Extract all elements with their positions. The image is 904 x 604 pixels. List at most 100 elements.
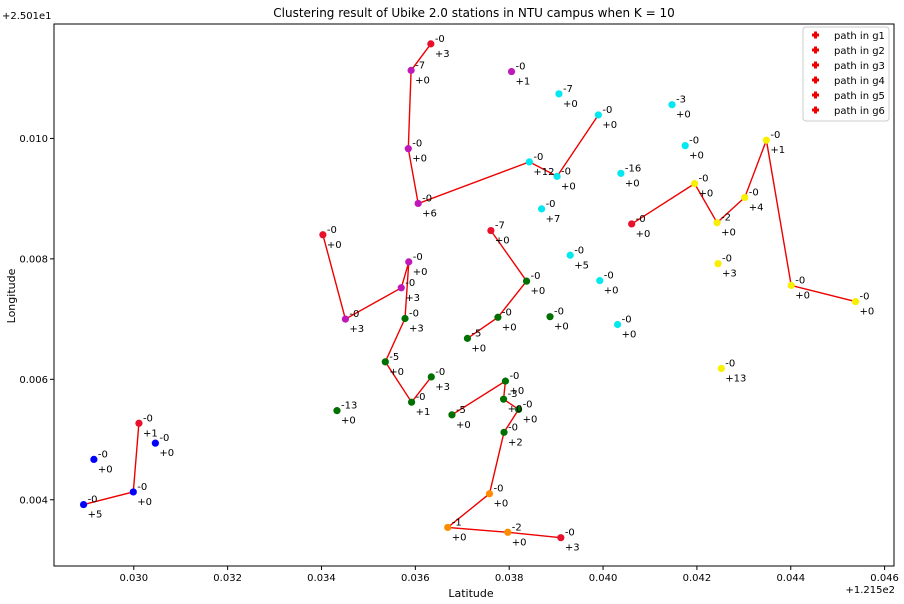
station-label-minus: -0: [327, 225, 337, 236]
station-label-plus: +3: [435, 382, 450, 393]
station-label-minus: -0: [546, 199, 556, 210]
station-label-minus: -1: [452, 517, 462, 528]
station-point: [499, 395, 508, 403]
station-label-plus: +0: [860, 307, 875, 318]
x-tick-label: 0.044: [776, 573, 805, 584]
station-point: [537, 205, 546, 213]
station-label-minus: -7: [495, 221, 505, 232]
station-label-plus: +1: [416, 407, 431, 418]
x-tick-label: 0.038: [495, 573, 524, 584]
station-label-minus: -0: [770, 130, 780, 141]
station-label-plus: +0: [502, 322, 517, 333]
legend-marker-v: [814, 46, 817, 54]
station-label-minus: -0: [409, 308, 419, 319]
station-label-plus: +0: [159, 448, 174, 459]
station-label-minus: -0: [143, 413, 153, 424]
station-point: [463, 334, 472, 342]
station-label-minus: -0: [636, 214, 646, 225]
station-point: [407, 398, 416, 406]
station-point: [405, 258, 413, 266]
station-label-minus: -0: [725, 358, 735, 369]
station-point: [427, 373, 435, 381]
station-label-plus: +0: [98, 464, 113, 475]
station-point: [555, 90, 563, 98]
station-label-plus: +0: [523, 414, 538, 425]
x-tick-label: 0.036: [401, 573, 430, 584]
station-point: [485, 490, 494, 498]
station-label-plus: +3: [409, 323, 424, 334]
station-label-plus: +0: [625, 178, 640, 189]
legend-marker-v: [814, 61, 817, 69]
station-label-minus: -13: [341, 401, 357, 412]
station-label-plus: +0: [471, 343, 486, 354]
station-point: [851, 298, 860, 306]
legend-marker-v: [814, 106, 817, 114]
y-tick-label: 0.006: [19, 375, 48, 386]
station-label-plus: +7: [546, 214, 561, 225]
station-point: [617, 169, 625, 177]
station-point: [557, 534, 565, 542]
station-label-minus: -0: [435, 34, 445, 45]
station-point: [668, 101, 676, 109]
station-label-plus: +0: [456, 420, 471, 431]
station-point: [522, 277, 531, 285]
legend-box: [802, 26, 890, 122]
station-point: [690, 179, 699, 188]
station-label-minus: -0: [749, 187, 759, 198]
y-tick-label: 0.010: [19, 134, 48, 145]
legend: path in g1 path in g2 path in g3 path in g4…: [802, 26, 890, 122]
station-point: [714, 260, 722, 268]
legend-marker-v: [814, 91, 817, 99]
station-point: [319, 231, 327, 239]
station-labels: -0+0-0+5-0+0-0+0-0+1-0+3-0+0-7+0-0+0-7+0…: [88, 34, 875, 554]
station-label-minus: -0: [405, 278, 415, 289]
legend-label: path in g6: [834, 106, 885, 117]
x-axis-title: Latitude: [448, 587, 494, 600]
legend-label: path in g4: [834, 76, 885, 87]
station-point: [90, 455, 98, 464]
station-label-minus: -0: [88, 495, 98, 506]
station-label-minus: -2: [512, 522, 522, 533]
station-point: [487, 226, 495, 235]
station-label-plus: +0: [493, 499, 508, 510]
station-label-plus: +6: [422, 208, 437, 219]
station-label-minus: -0: [422, 193, 432, 204]
legend-label: path in g3: [834, 61, 885, 72]
station-label-minus: -0: [574, 245, 584, 256]
station-point: [448, 411, 456, 419]
station-label-plus: +5: [88, 510, 103, 521]
station-label-plus: +3: [565, 543, 580, 554]
station-label-minus: -5: [456, 405, 466, 416]
station-point: [787, 281, 795, 289]
station-label-minus: -0: [533, 152, 543, 163]
station-label-minus: -0: [416, 392, 426, 403]
station-label-plus: +0: [721, 228, 736, 239]
x-axis-ticks: 0.030 0.032 0.034 0.036 0.038 0.040 0.042 0.044…: [119, 566, 899, 584]
station-label-minus: -0: [622, 315, 632, 326]
station-label-plus: +0: [327, 240, 342, 251]
station-label-plus: +3: [349, 324, 364, 335]
station-point: [596, 276, 604, 285]
station-label-plus: +3: [435, 49, 450, 60]
station-label-minus: -3: [676, 95, 686, 106]
station-label-plus: +1: [516, 77, 531, 88]
station-label-plus: +0: [676, 110, 691, 121]
station-point: [546, 313, 554, 321]
station-label-plus: +0: [452, 532, 467, 543]
station-label-plus: +0: [604, 286, 619, 297]
station-label-plus: +0: [531, 286, 546, 297]
station-label-plus: +0: [561, 181, 576, 192]
station-label-minus: -0: [565, 528, 575, 539]
station-point: [566, 251, 574, 259]
path-line-g3: [322, 234, 432, 404]
station-label-plus: +0: [795, 290, 810, 301]
x-tick-label: 0.030: [119, 573, 148, 584]
station-label-plus: +1: [143, 428, 158, 439]
chart-title: Clustering result of Ubike 2.0 stations …: [273, 6, 674, 20]
station-label-minus: -0: [795, 275, 805, 286]
station-point: [681, 142, 689, 150]
station-point: [404, 145, 412, 153]
station-label-plus: +0: [508, 404, 523, 415]
station-point: [79, 500, 88, 509]
